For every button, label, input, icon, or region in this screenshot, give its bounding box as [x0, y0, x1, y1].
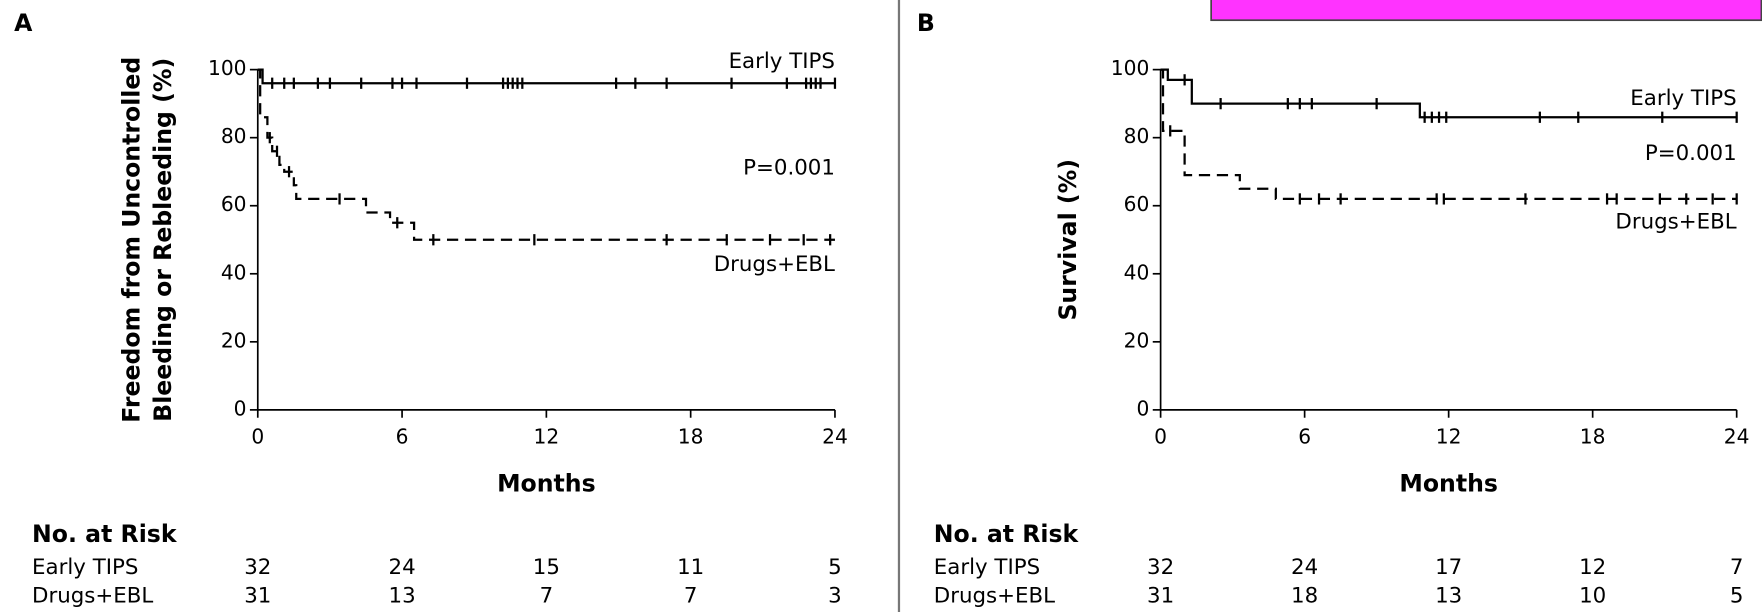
- y-tick-label: 60: [221, 192, 247, 216]
- risk-table-title: No. at Risk: [32, 520, 178, 548]
- y-tick-label: 60: [1124, 192, 1150, 216]
- risk-row-label: Drugs+EBL: [32, 583, 153, 608]
- risk-count: 32: [1147, 555, 1174, 580]
- risk-count: 10: [1579, 583, 1606, 608]
- risk-count: 7: [1730, 555, 1744, 580]
- risk-count: 31: [244, 583, 271, 608]
- risk-count: 13: [388, 583, 415, 608]
- y-axis-label: Freedom from Uncontrolled: [118, 57, 146, 423]
- survival-curve: [1160, 68, 1737, 119]
- risk-count: 7: [684, 583, 698, 608]
- y-tick-label: 40: [221, 260, 247, 284]
- y-tick-label: 100: [208, 56, 247, 80]
- y-tick-label: 40: [1124, 260, 1150, 284]
- highlight-box: [1210, 0, 1762, 22]
- risk-count: 15: [533, 555, 560, 580]
- y-tick-label: 20: [221, 328, 247, 352]
- x-tick-label: 24: [822, 424, 848, 448]
- risk-count: 12: [1579, 555, 1606, 580]
- risk-row-label: Drugs+EBL: [934, 583, 1055, 608]
- y-tick-label: 0: [234, 396, 247, 420]
- risk-row-label: Early TIPS: [934, 555, 1040, 580]
- series-label: Early TIPS: [1630, 86, 1736, 111]
- x-tick-label: 18: [1580, 424, 1606, 448]
- x-axis-label: Months: [1399, 470, 1498, 498]
- y-tick-label: 0: [1137, 396, 1150, 420]
- x-tick-label: 18: [678, 424, 704, 448]
- risk-count: 18: [1291, 583, 1318, 608]
- risk-count: 13: [1435, 583, 1462, 608]
- panel-label: B: [917, 9, 935, 37]
- x-tick-label: 0: [251, 424, 264, 448]
- risk-count: 17: [1435, 555, 1462, 580]
- series-label: Early TIPS: [729, 49, 835, 74]
- risk-count: 11: [677, 555, 704, 580]
- x-axis-label: Months: [497, 470, 596, 498]
- y-tick-label: 20: [1124, 328, 1150, 352]
- risk-count: 31: [1147, 583, 1174, 608]
- x-tick-label: 6: [1298, 424, 1311, 448]
- p-value: P=0.001: [1645, 141, 1737, 166]
- survival-curve: [1160, 68, 1737, 201]
- x-tick-label: 12: [1436, 424, 1462, 448]
- x-tick-label: 24: [1724, 424, 1750, 448]
- risk-count: 3: [828, 583, 842, 608]
- x-tick-label: 6: [396, 424, 409, 448]
- series-label: Drugs+EBL: [714, 252, 835, 277]
- risk-count: 24: [388, 555, 415, 580]
- risk-count: 24: [1291, 555, 1318, 580]
- y-tick-label: 100: [1111, 56, 1150, 80]
- x-tick-label: 12: [534, 424, 560, 448]
- y-axis-label: Bleeding or Rebleeding (%): [149, 58, 177, 422]
- y-axis-label: Survival (%): [1054, 159, 1082, 321]
- y-tick-label: 80: [1124, 124, 1150, 148]
- p-value: P=0.001: [743, 155, 835, 180]
- risk-row-label: Early TIPS: [32, 555, 138, 580]
- risk-count: 5: [828, 555, 842, 580]
- risk-count: 7: [540, 583, 554, 608]
- series-label: Drugs+EBL: [1615, 209, 1736, 234]
- risk-count: 32: [244, 555, 271, 580]
- risk-count: 5: [1730, 583, 1744, 608]
- panel-label: A: [14, 9, 33, 37]
- risk-table-title: No. at Risk: [934, 520, 1080, 548]
- y-tick-label: 80: [221, 124, 247, 148]
- x-tick-label: 0: [1154, 424, 1167, 448]
